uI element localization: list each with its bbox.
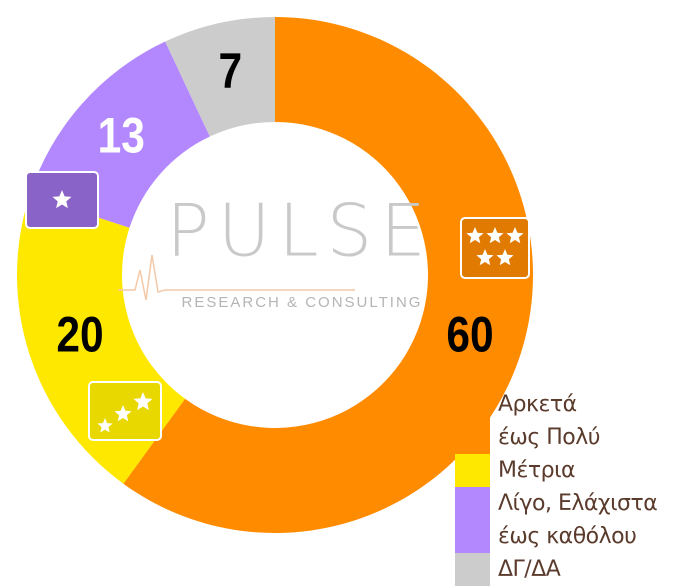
icons bbox=[25, 171, 530, 441]
icon-star bbox=[114, 405, 132, 422]
icon-star bbox=[496, 249, 514, 266]
legend: Αρκετά έως Πολύ Μέτρια Λίγο, Ελάχιστα έως … bbox=[455, 388, 689, 586]
legend-swatch bbox=[455, 388, 490, 454]
legend-label: Αρκετά έως Πολύ bbox=[498, 392, 600, 450]
icon-star bbox=[97, 418, 113, 433]
icon-star bbox=[486, 227, 504, 244]
logo: PULSE bbox=[166, 189, 433, 273]
data-label: 60 bbox=[446, 306, 493, 362]
legend-item: Λίγο, Ελάχιστα έως καθόλου bbox=[455, 487, 689, 553]
data-label: 7 bbox=[218, 43, 242, 99]
icon-star bbox=[52, 190, 72, 209]
legend-swatch bbox=[455, 487, 490, 553]
legend-item: Αρκετά έως Πολύ bbox=[455, 388, 689, 454]
icon-star bbox=[133, 392, 153, 411]
logo-pulse-line bbox=[118, 254, 355, 301]
legend-swatch bbox=[455, 454, 490, 487]
icon-star bbox=[466, 227, 484, 244]
slice bbox=[165, 17, 275, 137]
logo-subtitle: RESEARCH & CONSULTING bbox=[182, 294, 423, 311]
legend-swatch bbox=[455, 553, 490, 586]
icon-star bbox=[506, 227, 524, 244]
slice bbox=[123, 17, 533, 533]
legend-item: ΔΓ/ΔΑ bbox=[455, 553, 689, 586]
icon-star bbox=[476, 249, 494, 266]
data-label: 20 bbox=[56, 306, 103, 362]
legend-item: Μέτρια bbox=[455, 454, 689, 487]
legend-label: Λίγο, Ελάχιστα έως καθόλου bbox=[498, 491, 658, 549]
legend-label: Μέτρια bbox=[498, 458, 576, 483]
legend-label: ΔΓ/ΔΑ bbox=[498, 557, 561, 582]
data-label: 13 bbox=[98, 107, 145, 163]
